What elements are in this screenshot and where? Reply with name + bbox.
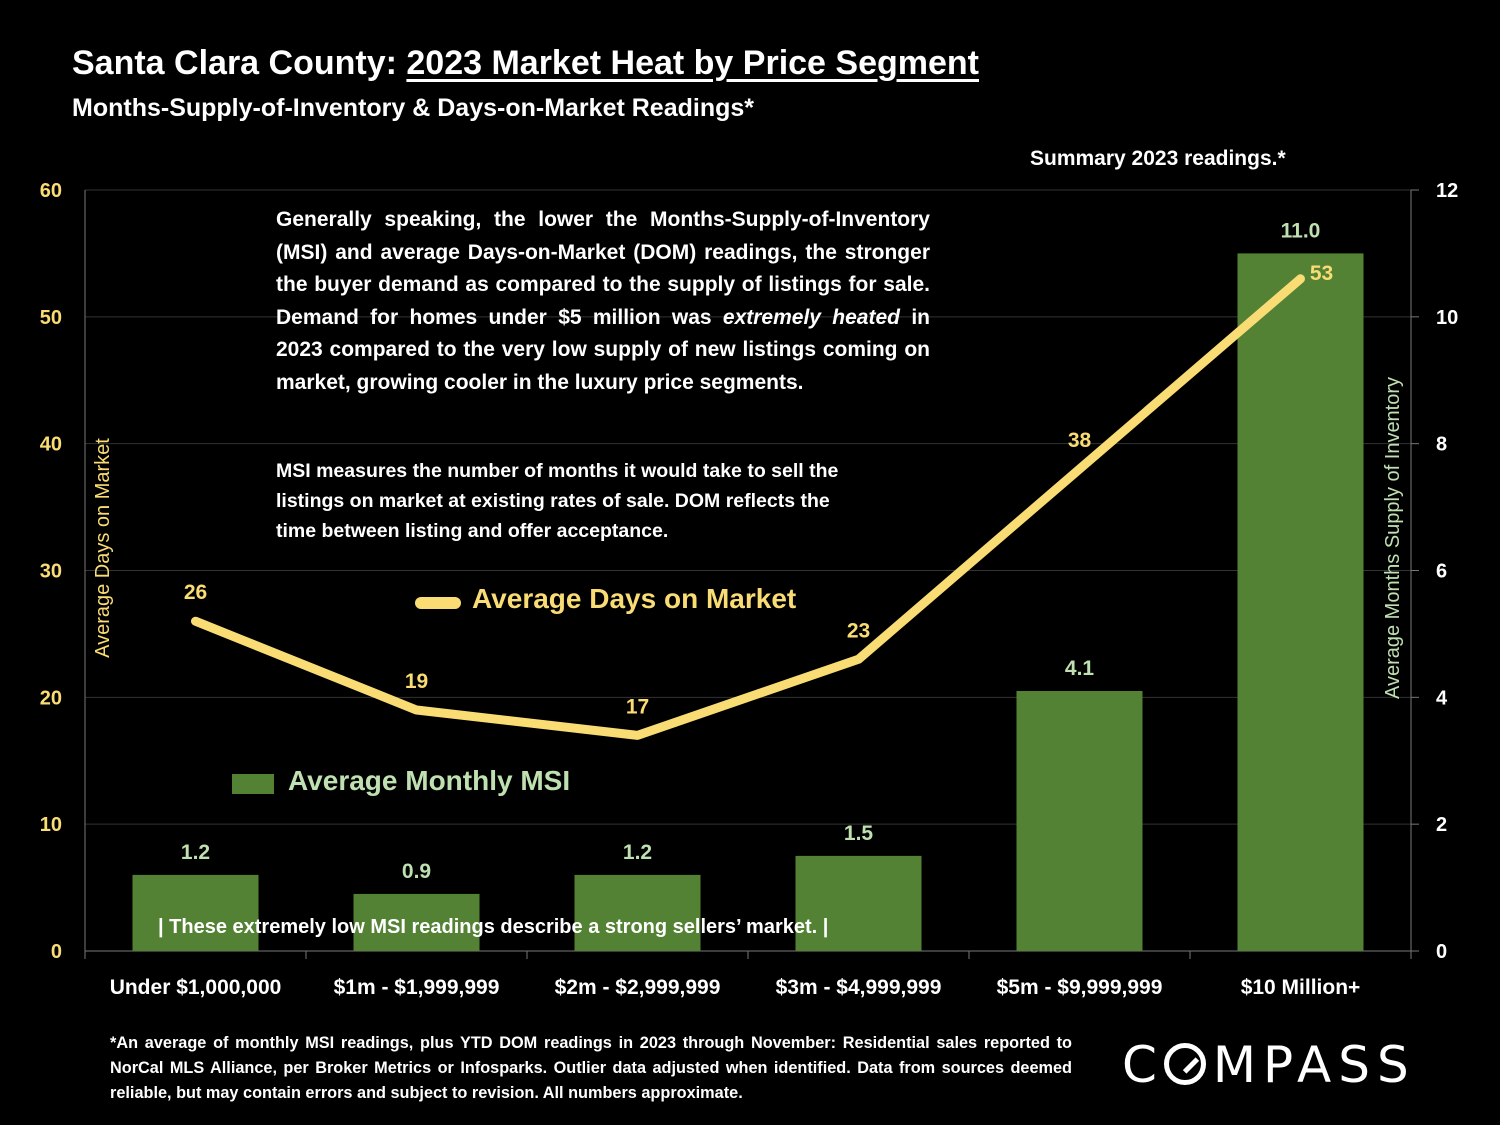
- title-prefix: Santa Clara County:: [72, 44, 407, 82]
- dom-line-label: 26: [184, 581, 207, 604]
- msi-bar: [132, 874, 259, 951]
- y-right-tick-label: 10: [1436, 307, 1458, 329]
- y-right-tick-label: 2: [1436, 814, 1447, 836]
- y-right-tick-label: 4: [1436, 687, 1448, 709]
- y-left-tick-label: 30: [40, 561, 62, 583]
- legend-line-label: Average Days on Market: [472, 583, 797, 614]
- dom-line: [191, 274, 1305, 740]
- msi-bar-label: 0.9: [402, 860, 431, 883]
- dom-line-point: [856, 657, 861, 662]
- msi-bar-label: 1.5: [844, 822, 874, 845]
- msi-bar: [1016, 690, 1143, 951]
- y-left-tick-label: 50: [40, 307, 62, 329]
- y-left-tick-label: 20: [40, 687, 62, 709]
- chart-subtitle: Months-Supply-of-Inventory & Days-on-Mar…: [72, 94, 754, 122]
- explanation-text-a: Generally speaking, the lower the Months…: [276, 208, 930, 329]
- dom-line-point: [193, 619, 198, 624]
- y-left-tick-label: 40: [40, 434, 62, 456]
- dom-line-point: [1077, 467, 1082, 472]
- dom-line-label: 17: [626, 695, 649, 718]
- explanation-emphasis: extremely heated: [722, 305, 900, 329]
- y-right-tick-label: 6: [1436, 561, 1447, 583]
- legend-bar-swatch: [232, 774, 274, 794]
- msi-bar-label: 11.0: [1281, 219, 1321, 242]
- x-category-label: $3m - $4,999,999: [776, 976, 942, 999]
- summary-label: Summary 2023 readings.*: [1030, 147, 1286, 170]
- msi-bar: [353, 893, 480, 951]
- footnote: *An average of monthly MSI readings, plu…: [110, 1034, 1072, 1102]
- y-left-tick-label: 10: [40, 814, 62, 836]
- msi-bar-label: 4.1: [1065, 657, 1095, 680]
- y-right-tick-label: 0: [1436, 941, 1447, 963]
- msi-bar: [1237, 253, 1364, 951]
- msi-bar: [574, 874, 701, 951]
- compass-logo: C MPASS: [1122, 1036, 1416, 1094]
- explanation-text-b: in 2023 compared to the very low supply …: [276, 305, 930, 394]
- dom-line-label: 19: [405, 670, 428, 693]
- msi-callout: | These extremely low MSI readings descr…: [158, 916, 829, 938]
- dom-line-label: 38: [1068, 429, 1092, 452]
- dom-line-label: 23: [847, 619, 870, 642]
- x-category-label: Under $1,000,000: [110, 976, 282, 999]
- y-left-tick-label: 60: [40, 180, 62, 202]
- logo-o-icon: [1163, 1043, 1206, 1085]
- x-category-label: $10 Million+: [1241, 976, 1361, 999]
- y-right-axis-title: Average Months Supply of Inventory: [1382, 377, 1404, 699]
- dom-line-point: [635, 733, 640, 738]
- dom-line-point: [1298, 276, 1303, 281]
- title-main: 2023 Market Heat by Price Segment: [406, 44, 979, 82]
- y-left-tick-label: 0: [51, 941, 62, 963]
- msi-bar-label: 1.2: [181, 841, 210, 864]
- y-right-tick-label: 8: [1436, 434, 1447, 456]
- msi-bar: [795, 855, 922, 951]
- dom-line-point: [414, 708, 419, 713]
- x-category-label: $2m - $2,999,999: [555, 976, 721, 999]
- explanation-paragraph: Generally speaking, the lower the Months…: [276, 204, 930, 399]
- x-category-label: $1m - $1,999,999: [334, 976, 500, 999]
- definition-paragraph: MSI measures the number of months it wou…: [276, 460, 839, 542]
- dom-line-label: 53: [1310, 262, 1333, 285]
- chart-title: Santa Clara County: 2023 Market Heat by …: [72, 44, 979, 83]
- msi-bar-label: 1.2: [623, 841, 652, 864]
- x-category-label: $5m - $9,999,999: [997, 976, 1163, 999]
- legend-bar-label: Average Monthly MSI: [288, 765, 571, 796]
- y-right-tick-label: 12: [1436, 180, 1458, 202]
- legend-line-swatch: [415, 597, 461, 609]
- y-left-axis-title: Average Days on Market: [92, 438, 114, 658]
